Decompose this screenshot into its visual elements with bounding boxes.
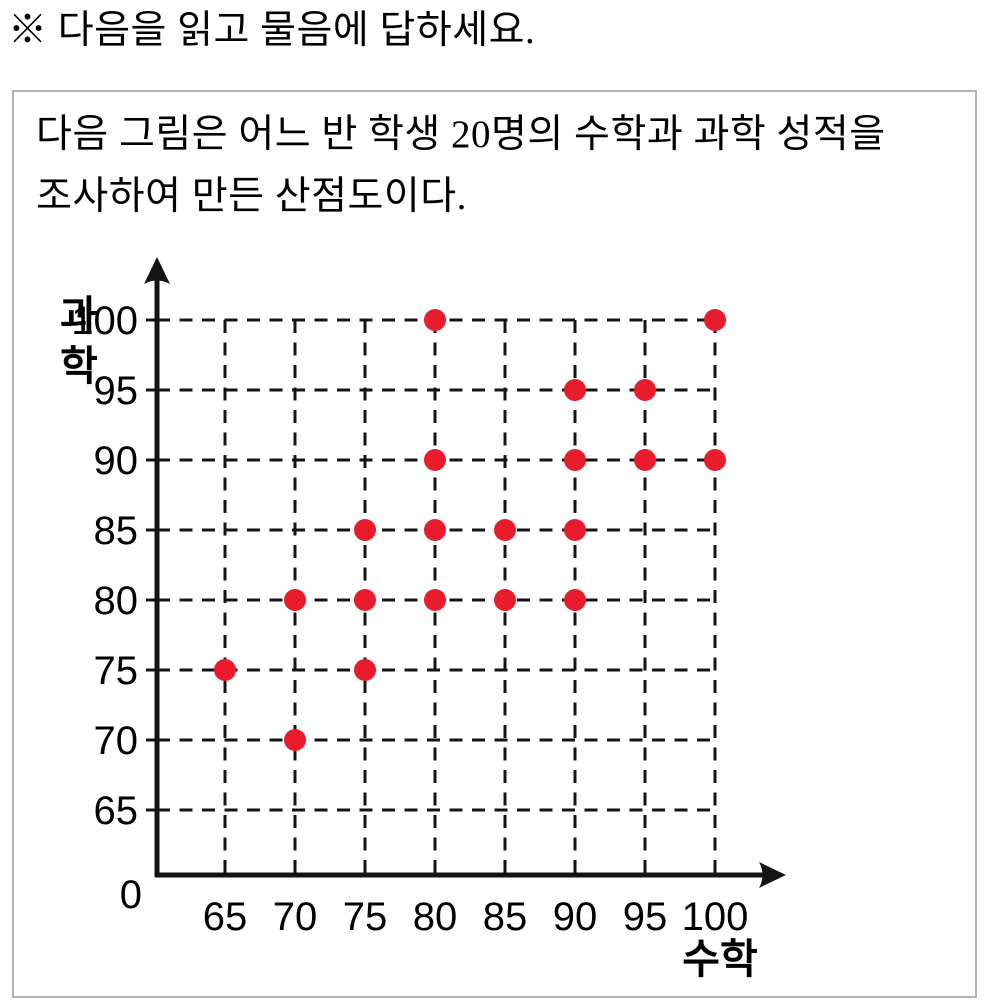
data-point-90-90 (564, 449, 586, 471)
x-axis-label: 수학 (682, 936, 757, 982)
data-point-70-80 (284, 589, 306, 611)
data-point-90-85 (564, 519, 586, 541)
data-point-100-100 (704, 309, 726, 331)
data-point-80-85 (424, 519, 446, 541)
data-point-90-80 (564, 589, 586, 611)
data-point-65-75 (214, 659, 236, 681)
data-point-75-85 (354, 519, 376, 541)
y-axis-arrow (144, 257, 170, 284)
problem-description: 다음 그림은 어느 반 학생 20명의 수학과 과학 성적을 조사하여 만든 산… (36, 104, 946, 228)
y-tick-label-80: 80 (94, 579, 139, 623)
y-tick-label-70: 70 (94, 719, 139, 763)
x-tick-label-80: 80 (413, 895, 458, 939)
scatter-plot: 65 70 75 80 85 90 95 100 65 70 75 80 85 90 95 100 0 수학 과 학 (60, 257, 786, 982)
x-tick-label-65: 65 (203, 895, 248, 939)
data-point-80-90 (424, 449, 446, 471)
x-tick-label-75: 75 (343, 895, 388, 939)
data-point-80-100 (424, 309, 446, 331)
x-tick-label-70: 70 (273, 895, 318, 939)
y-tick-label-90: 90 (94, 439, 139, 483)
data-point-90-95 (564, 379, 586, 401)
scatter-plot-area: 65 70 75 80 85 90 95 100 65 70 75 80 85 90 95 100 0 수학 과 학 (32, 252, 822, 1000)
data-point-75-75 (354, 659, 376, 681)
x-tick-label-95: 95 (623, 895, 668, 939)
problem-description-line2: 조사하여 만든 산점도이다. (36, 175, 467, 218)
data-point-95-90 (634, 449, 656, 471)
y-tick-label-85: 85 (94, 509, 139, 553)
problem-instruction: ※ 다음을 읽고 물음에 답하세요. (8, 9, 536, 52)
data-point-85-80 (494, 589, 516, 611)
x-axis-arrow (759, 862, 786, 888)
data-point-100-90 (704, 449, 726, 471)
data-point-85-85 (494, 519, 516, 541)
problem-description-line1: 다음 그림은 어느 반 학생 20명의 수학과 과학 성적을 (36, 113, 886, 156)
data-point-80-80 (424, 589, 446, 611)
problem-box: 다음 그림은 어느 반 학생 20명의 수학과 과학 성적을 조사하여 만든 산… (12, 90, 977, 998)
data-point-70-70 (284, 729, 306, 751)
data-point-75-80 (354, 589, 376, 611)
y-tick-label-65: 65 (94, 789, 139, 833)
x-tick-label-100: 100 (682, 895, 749, 939)
y-tick-label-75: 75 (94, 649, 139, 693)
y-tick-label-95: 95 (94, 369, 139, 413)
x-tick-label-85: 85 (483, 895, 528, 939)
origin-label: 0 (120, 873, 142, 917)
x-tick-label-90: 90 (553, 895, 598, 939)
data-point-95-95 (634, 379, 656, 401)
y-tick-label-100: 100 (71, 299, 138, 343)
